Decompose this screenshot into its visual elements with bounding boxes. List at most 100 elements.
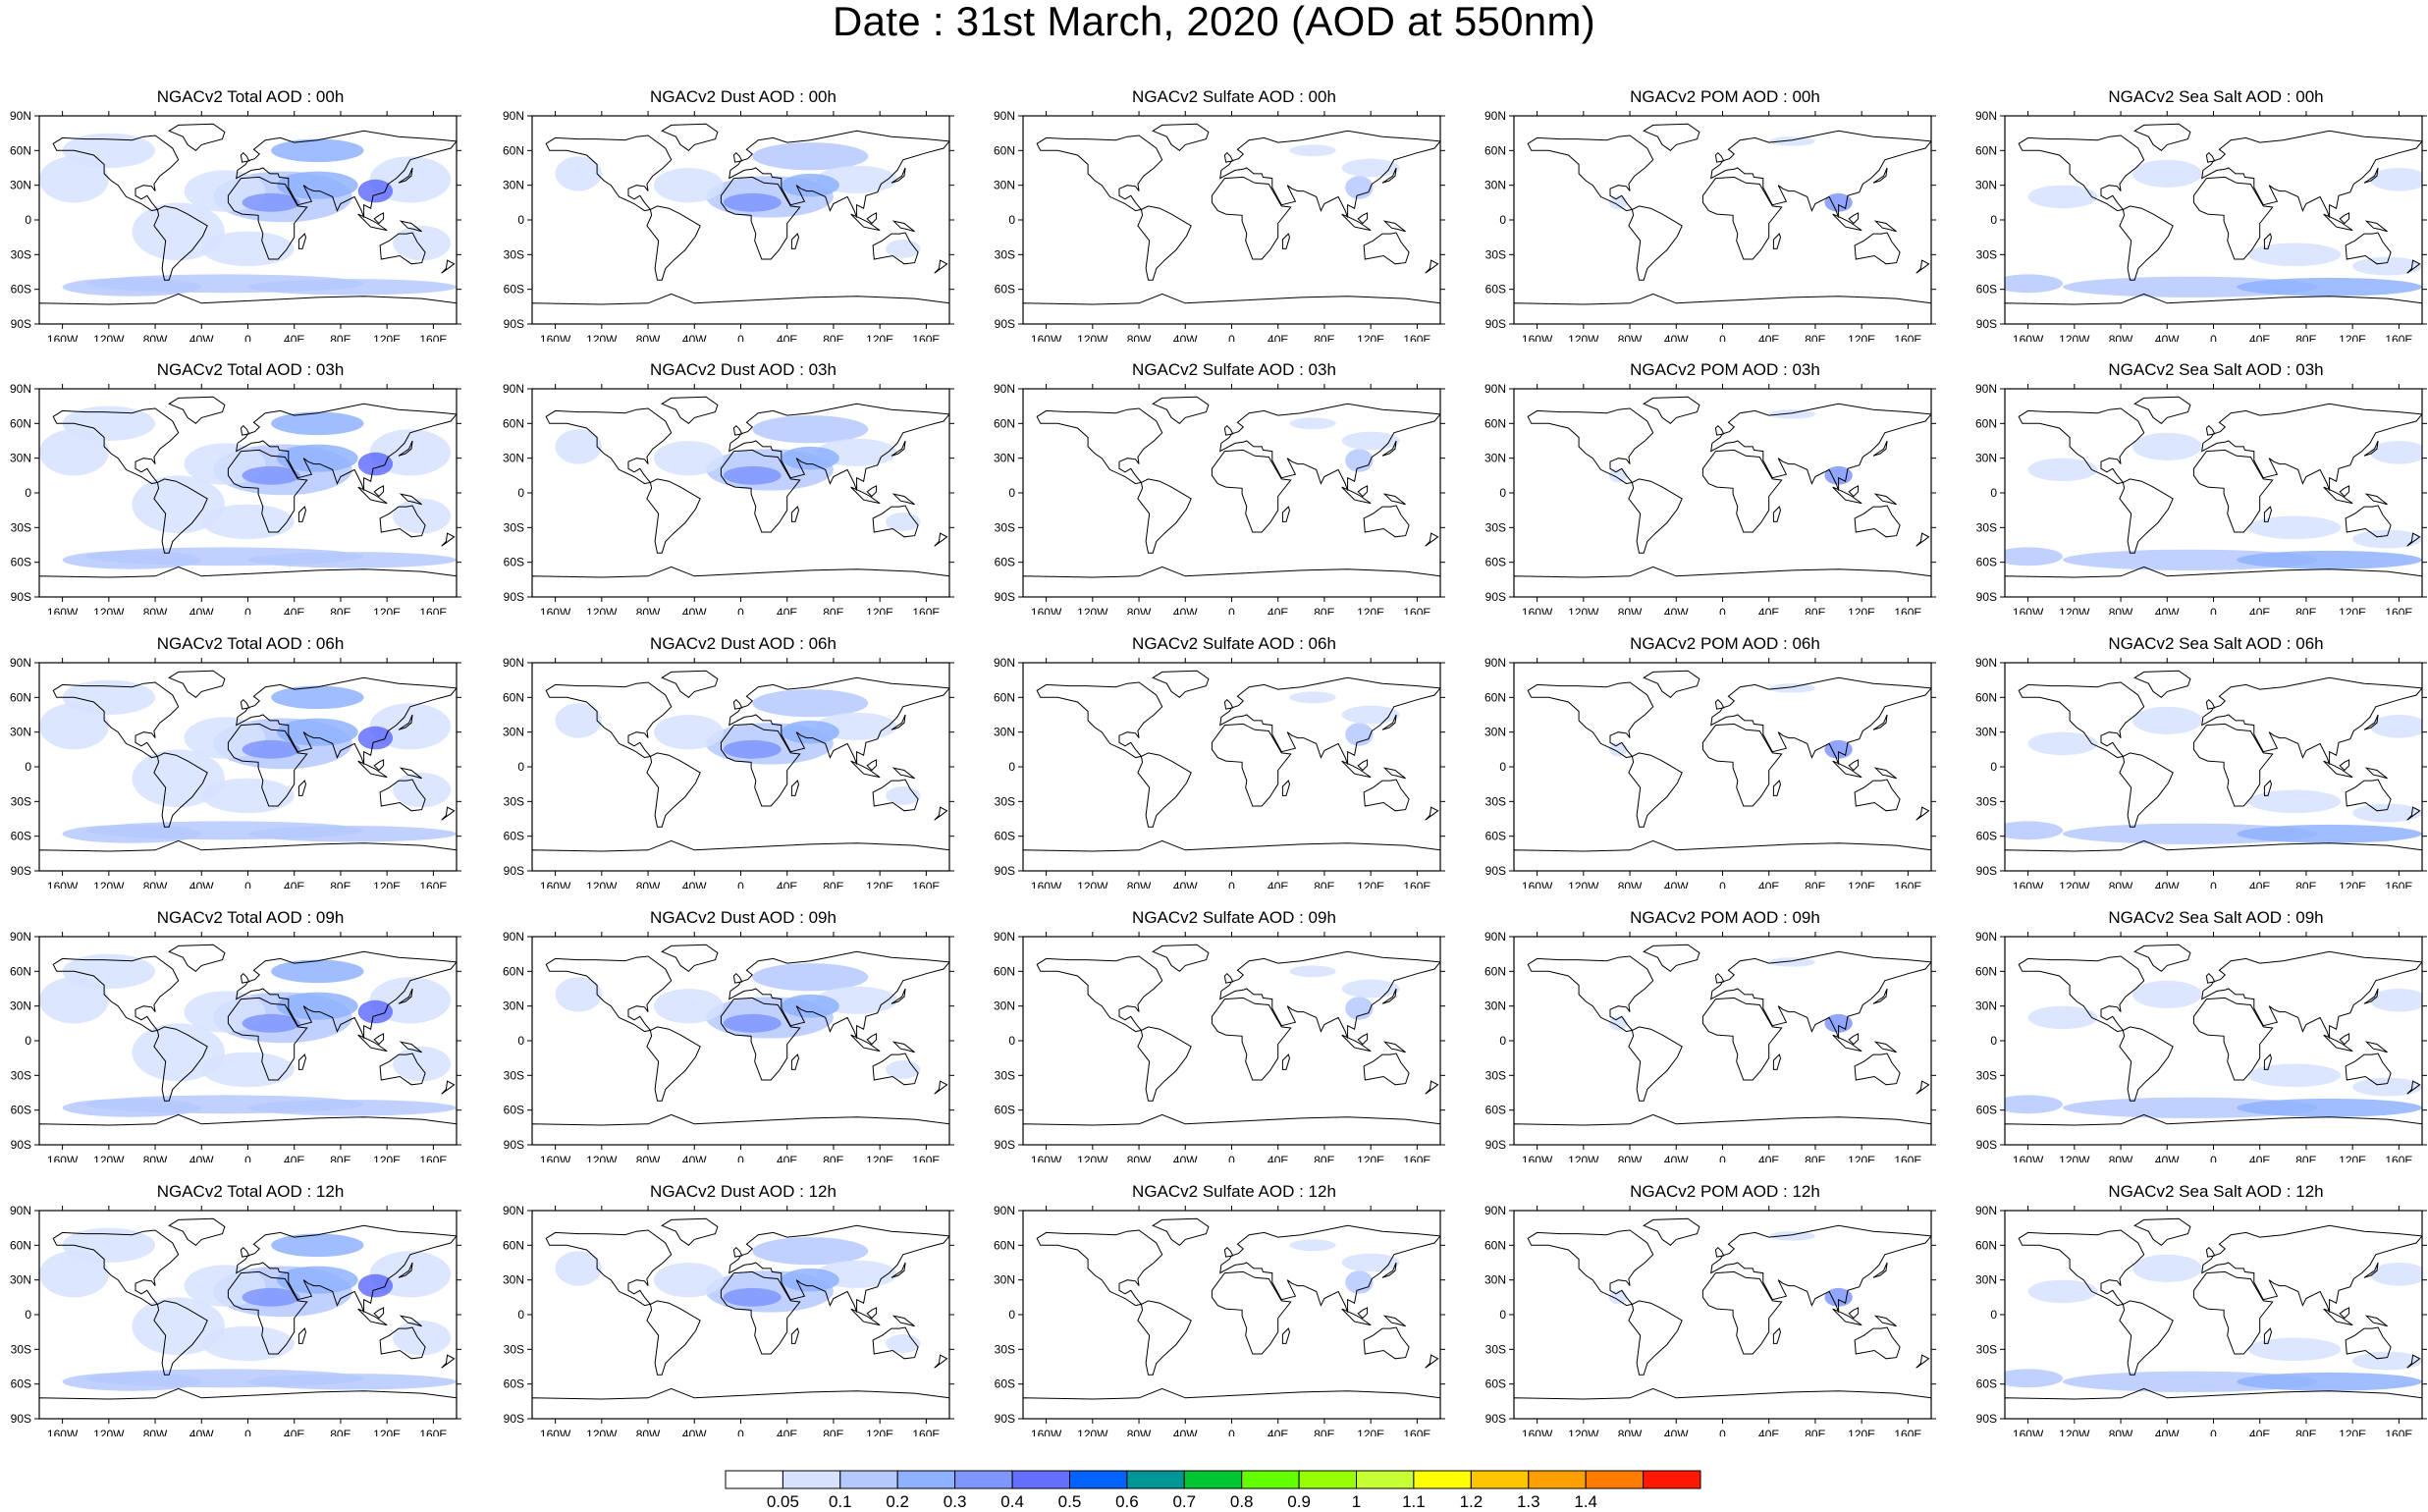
aod-plume xyxy=(2369,1263,2422,1286)
coastline-britain xyxy=(2205,1247,2216,1258)
aod-plume xyxy=(781,994,839,1018)
lat-label: 90S xyxy=(11,864,31,878)
lon-label: 80E xyxy=(2295,606,2316,615)
coastline-eurasia xyxy=(728,1224,949,1313)
panel-title: NGACv2 Total AOD : 12h xyxy=(156,1182,345,1201)
aod-plume xyxy=(1345,723,1374,746)
lon-label: 160W xyxy=(1031,1428,1062,1436)
coastline-indonesia xyxy=(850,760,881,779)
lon-label: 160E xyxy=(1894,606,1921,615)
lon-label: 80E xyxy=(2295,1428,2316,1436)
coastline-newzealand xyxy=(441,806,456,821)
aod-plume xyxy=(1345,176,1374,199)
aod-plume xyxy=(271,959,364,984)
map-panel-dust: NGACv2 Dust AOD : 03h 90N 60N 30N 0 30S 60S 90S… xyxy=(493,359,954,615)
coastline-newguinea xyxy=(1382,1041,1406,1053)
map-panel-total: NGACv2 Total AOD : 09h 90N 60N 30N 0 30S 60S 90… xyxy=(0,907,461,1162)
map-panel-sulfate: NGACv2 Sulfate AOD : 00h 90N 60N 30N 0 30S 60S… xyxy=(984,86,1445,342)
coastline-borneo xyxy=(1848,485,1860,498)
lat-label: 60N xyxy=(503,416,524,430)
lon-label: 120W xyxy=(93,333,125,342)
aod-plume xyxy=(555,429,602,464)
aod-plume xyxy=(132,202,225,261)
lon-label: 40E xyxy=(1268,606,1288,615)
coastline-antarctica xyxy=(39,839,457,871)
lon-label: 40E xyxy=(777,880,797,889)
lat-label: 30S xyxy=(995,247,1015,261)
map-plot: 90N 60N 30N 0 30S 60S 90S 160W 120W 80W 40W 0 40E 80E… xyxy=(1484,109,1936,342)
lon-label: 160W xyxy=(1031,606,1062,615)
lon-label: 120E xyxy=(1357,880,1384,889)
lat-label: 0 xyxy=(1008,760,1015,774)
aod-plume xyxy=(247,1374,457,1390)
lon-label: 80E xyxy=(1805,606,1825,615)
lon-label: 160E xyxy=(912,333,940,342)
lat-label: 0 xyxy=(1990,1034,1997,1048)
lat-label: 60N xyxy=(1975,964,1997,978)
lat-label: 60S xyxy=(995,1377,1015,1391)
lon-label: 40W xyxy=(1664,1154,1689,1162)
lon-label: 80W xyxy=(143,880,168,889)
coastline-newguinea xyxy=(2364,1315,2388,1327)
coastline-britain xyxy=(732,425,743,436)
lat-label: 90S xyxy=(995,317,1015,331)
lon-label: 120W xyxy=(1568,880,1599,889)
colorbar-label: 0.2 xyxy=(886,1492,909,1509)
coastline-japan xyxy=(2363,1262,2379,1278)
panel-title: NGACv2 Sulfate AOD : 06h xyxy=(1132,634,1336,653)
coastline-newzealand xyxy=(441,1354,456,1369)
lat-label: 30N xyxy=(10,1273,31,1287)
lat-label: 60S xyxy=(1976,283,1997,297)
panel-title: NGACv2 Sulfate AOD : 09h xyxy=(1132,908,1336,927)
coastline-japan xyxy=(1872,714,1888,730)
coastline-australia xyxy=(379,505,426,538)
coastline-australia xyxy=(1363,232,1410,265)
map-panel-sulfate: NGACv2 Sulfate AOD : 06h 90N 60N 30N 0 30S 60S… xyxy=(984,633,1445,889)
aod-plume xyxy=(723,1287,782,1307)
lon-label: 40E xyxy=(2249,333,2270,342)
lat-label: 60S xyxy=(504,283,524,297)
coastline-indonesia xyxy=(357,213,388,232)
coastline-indonesia xyxy=(2323,213,2353,232)
coastline-japan xyxy=(2363,167,2379,184)
map-panel-dust: NGACv2 Dust AOD : 12h 90N 60N 30N 0 30S 60S 90S… xyxy=(493,1181,954,1436)
aod-plume xyxy=(1768,136,1815,146)
lat-label: 30S xyxy=(1485,520,1506,534)
coastline-newzealand xyxy=(2406,806,2421,821)
aod-plume xyxy=(723,192,782,212)
aod-plume xyxy=(247,826,457,842)
lon-label: 0 xyxy=(1719,1428,1726,1436)
lat-label: 30N xyxy=(1975,452,1997,465)
coastline-britain xyxy=(240,1247,250,1258)
aod-plume xyxy=(1345,1270,1374,1294)
coastline-africa xyxy=(1701,723,1783,807)
aod-plume xyxy=(201,1052,295,1088)
lon-label: 40E xyxy=(284,1154,304,1162)
aod-plume xyxy=(1768,409,1815,419)
coastline-greenland xyxy=(2133,1217,2191,1246)
coastline-australia xyxy=(2345,505,2392,538)
coastline-eurasia xyxy=(236,403,457,491)
lon-label: 80E xyxy=(823,1428,843,1436)
map-plot: 90N 60N 30N 0 30S 60S 90S 160W 120W 80W 40W 0 40E 80E… xyxy=(1975,382,2427,615)
coastline-britain xyxy=(1223,425,1234,436)
colorbar-label: 0.3 xyxy=(944,1492,967,1509)
lon-label: 80W xyxy=(636,1154,661,1162)
aod-plume xyxy=(752,963,869,992)
lat-label: 90S xyxy=(11,317,31,331)
map-panel-seasalt: NGACv2 Sea Salt AOD : 00h 90N 60N 30N 0 30S 60… xyxy=(1966,86,2427,342)
lat-label: 90N xyxy=(1975,109,1997,123)
coastline-namerica xyxy=(1036,407,1163,485)
lat-label: 30S xyxy=(1485,247,1506,261)
coastline-eurasia xyxy=(2201,403,2422,491)
coastline-australia xyxy=(379,779,426,812)
coastline-antarctica xyxy=(1514,1387,1931,1419)
lon-label: 0 xyxy=(1228,606,1235,615)
lon-label: 160W xyxy=(47,1154,79,1162)
coastline-indonesia xyxy=(357,486,388,505)
aod-plume xyxy=(62,1098,202,1117)
lat-label: 30S xyxy=(995,520,1015,534)
aod-plume xyxy=(781,1268,839,1292)
lat-label: 30N xyxy=(503,179,524,192)
coastline-newguinea xyxy=(399,1041,422,1053)
